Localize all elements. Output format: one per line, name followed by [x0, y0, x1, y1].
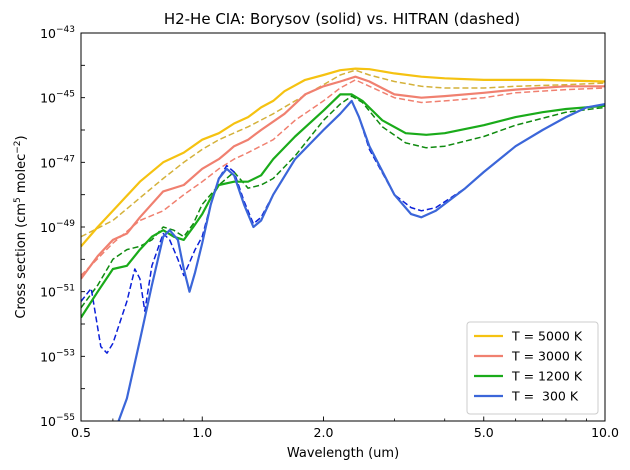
y-tick-label: 10−43	[40, 25, 75, 41]
y-tick-label: 10−49	[40, 219, 75, 235]
legend: T = 5000 K T = 3000 K T = 1200 K T = 300 K	[466, 321, 599, 415]
plot-lines	[81, 67, 605, 421]
y-tick-label: 10−47	[40, 154, 75, 170]
series-dashed-line	[81, 79, 605, 277]
x-tick-label: 2.0	[314, 425, 334, 440]
y-tick-label: 10−51	[40, 284, 75, 300]
x-tick-label: 1.0	[192, 425, 212, 440]
series-dashed-line	[81, 95, 605, 309]
y-axis-ticks: 10−55 10−53 10−51 10−49 10−47 10−45 10−43	[40, 25, 85, 429]
legend-label: T = 3000 K	[511, 349, 583, 364]
series-solid-line	[81, 67, 605, 248]
chart-title: H2-He CIA: Borysov (solid) vs. HITRAN (d…	[164, 10, 520, 28]
series-solid-line	[117, 99, 605, 421]
x-tick-label: 5.0	[474, 425, 494, 440]
legend-box	[466, 321, 599, 415]
x-axis-ticks: 0.5 1.0 2.0 5.0 10.0	[71, 416, 619, 440]
legend-label: T = 300 K	[511, 389, 579, 404]
series-solid-line	[81, 75, 605, 280]
x-tick-label: 10.0	[591, 425, 619, 440]
legend-label: T = 1200 K	[511, 369, 583, 384]
y-axis-label: Cross section (cm5 molec−2)	[13, 135, 29, 318]
y-tick-label: 10−45	[40, 90, 75, 106]
legend-label: T = 5000 K	[511, 329, 583, 344]
x-tick-label: 0.5	[71, 425, 91, 440]
series-solid-line	[81, 93, 605, 319]
x-axis-label: Wavelength (um)	[287, 446, 399, 461]
y-tick-label: 10−53	[40, 348, 75, 364]
plot-frame	[80, 32, 606, 422]
series-dashed-line	[81, 69, 605, 238]
y-tick-label: 10−55	[40, 413, 75, 429]
